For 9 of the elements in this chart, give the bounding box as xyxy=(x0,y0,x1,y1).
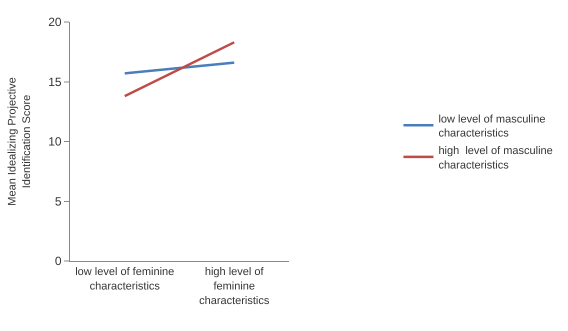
y-tick-label: 10 xyxy=(48,134,62,149)
y-axis-title: Mean Idealizing Projective Identification Score xyxy=(6,77,33,206)
x-tick-label: low level of feminine characteristics xyxy=(75,266,174,292)
y-tick-label: 15 xyxy=(48,74,62,89)
y-tick-label: 5 xyxy=(54,194,62,208)
y-tick-label: 20 xyxy=(48,15,62,30)
x-tick-label: high level of feminine characteristics xyxy=(199,266,270,307)
y-tick-label: 0 xyxy=(54,254,62,268)
legend-label: high level of masculine characteristics xyxy=(438,145,553,172)
